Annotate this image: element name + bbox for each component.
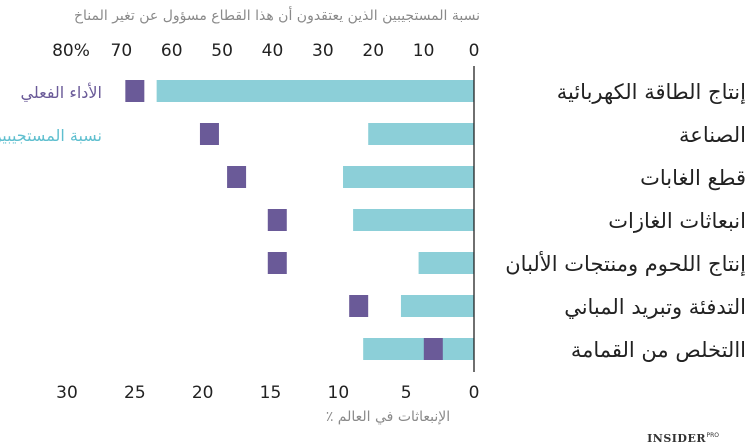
top-tick-label: 30 [312,41,334,61]
actual-emissions-marker [267,209,287,231]
respondents-bar [368,123,474,145]
bottom-tick-label: 10 [328,383,350,403]
actual-emissions-marker [199,123,219,145]
top-tick-label: 40 [262,41,284,61]
top-tick-label: 80% [52,41,90,61]
actual-emissions-marker [423,338,443,360]
respondents-bar [400,295,474,317]
brand-logo: INSIDER [647,432,706,445]
top-axis-ticks: 80% 70 60 50 40 30 20 10 0 [52,41,479,61]
actual-emissions-marker [349,295,369,317]
brand-logo-sub: PRO [706,432,719,439]
bottom-tick-label: 5 [401,383,412,403]
top-tick-label: 20 [362,41,384,61]
top-axis-title: نسبة المستجيبين الذين يعتقدون أن هذا الق… [74,6,480,24]
actual-emissions-marker [227,166,247,188]
respondents-bar [156,80,474,102]
category-label: انبعاثات الغازات [608,209,746,233]
category-label: إنتاج اللحوم ومنتجات الألبان [505,251,746,277]
top-tick-label: 70 [111,41,133,61]
bars [125,80,474,360]
respondents-bar [363,338,474,360]
legend-item: الأداء الفعلي [20,82,102,103]
bottom-tick-label: 25 [124,383,146,403]
respondents-bar [418,252,474,274]
bottom-axis-ticks: 30 25 20 15 10 5 0 [56,383,479,403]
top-tick-label: 50 [211,41,233,61]
bottom-tick-label: 0 [469,383,480,403]
top-tick-label: 0 [469,41,480,61]
top-tick-label: 60 [161,41,183,61]
legend-item: نسبة المستجيبين [0,126,102,146]
actual-emissions-marker [125,80,145,102]
category-label: التدفئة وتبريد المباني [564,295,746,319]
bottom-axis-title: ٪ الإنبعاثات في العالم [326,409,450,425]
category-labels: إنتاج الطاقة الكهربائية الصناعة قطع الغابا… [505,80,746,362]
bottom-tick-label: 30 [56,383,78,403]
bottom-tick-label: 15 [260,383,282,403]
respondents-bar [343,166,474,188]
actual-emissions-marker [267,252,287,274]
category-label: الصناعة [679,123,746,147]
respondents-bar [353,209,474,231]
category-label: إنتاج الطاقة الكهربائية [557,80,746,105]
category-label: قطع الغابات [640,166,746,190]
bottom-tick-label: 20 [192,383,214,403]
top-tick-label: 10 [413,41,435,61]
legend: الأداء الفعلي نسبة المستجيبين [0,82,102,146]
category-label: االتخلص من القمامة [571,338,746,362]
